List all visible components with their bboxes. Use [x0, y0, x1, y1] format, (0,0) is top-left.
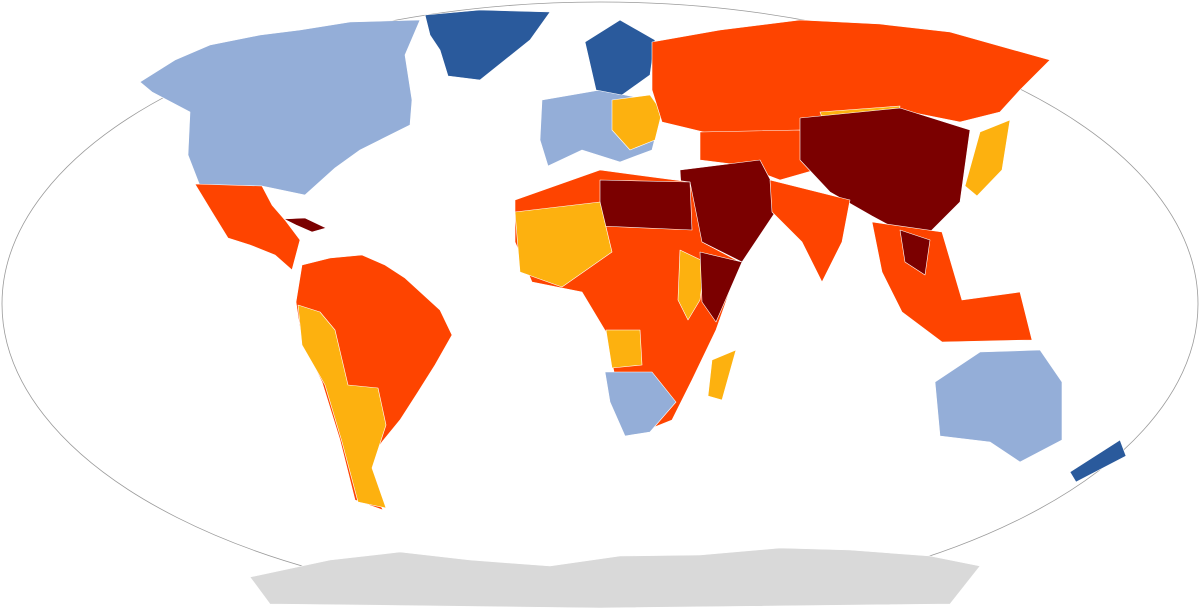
new-zealand	[1069, 439, 1127, 483]
west-africa	[514, 201, 613, 288]
south-america	[295, 254, 453, 511]
greenland	[424, 9, 551, 81]
south-america-west	[297, 304, 387, 509]
central-south-africa	[605, 329, 643, 369]
australia	[934, 349, 1063, 463]
north-africa	[599, 179, 693, 231]
horn-of-africa	[699, 251, 743, 323]
scandinavia	[584, 19, 656, 96]
south-asia	[769, 179, 851, 283]
central-america	[194, 183, 301, 271]
land	[139, 9, 1127, 609]
madagascar	[707, 349, 737, 401]
japan	[964, 119, 1011, 197]
eastern-europe	[611, 94, 663, 151]
indochina	[899, 229, 931, 276]
russia	[651, 19, 1051, 137]
cuba	[283, 217, 327, 233]
north-america	[139, 19, 421, 196]
southern-africa	[604, 371, 677, 437]
antarctica	[249, 547, 981, 609]
